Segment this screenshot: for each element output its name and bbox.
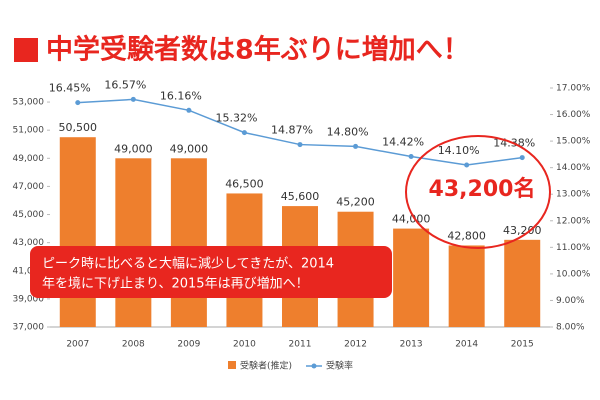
line-point bbox=[297, 142, 303, 148]
callout-text: ピーク時に比べると大幅に減少してきたが、2014 bbox=[42, 256, 334, 272]
bar-value-label: 42,800 bbox=[447, 229, 486, 242]
x-tick-label: 2010 bbox=[233, 340, 256, 350]
bar-value-label: 45,200 bbox=[336, 196, 375, 209]
line-value-label: 14.42% bbox=[382, 136, 424, 149]
line-value-label: 16.57% bbox=[104, 78, 146, 91]
line-value-label: 14.87% bbox=[271, 124, 313, 137]
line-point bbox=[408, 154, 414, 160]
y-tick-label: 53,000 bbox=[13, 98, 45, 108]
title-marker bbox=[14, 38, 38, 62]
y-tick-label: 45,000 bbox=[13, 210, 45, 220]
legend-swatch bbox=[311, 363, 317, 369]
y2-tick-label: 9.00% bbox=[556, 296, 585, 306]
line-point bbox=[130, 96, 136, 102]
x-tick-label: 2011 bbox=[289, 340, 312, 350]
line-point bbox=[75, 100, 81, 106]
y2-tick-label: 12.00% bbox=[556, 216, 591, 226]
line-value-label: 15.32% bbox=[215, 112, 257, 125]
line-value-label: 14.10% bbox=[438, 144, 480, 157]
bar-value-label: 43,200 bbox=[503, 224, 542, 237]
bar-value-label: 49,000 bbox=[114, 142, 153, 155]
y-tick-label: 47,000 bbox=[13, 182, 45, 192]
bar-value-label: 45,600 bbox=[281, 190, 320, 203]
legend-swatch bbox=[228, 361, 236, 369]
bar-value-label: 46,500 bbox=[225, 177, 264, 190]
y2-tick-label: 15.00% bbox=[556, 137, 591, 147]
line-value-label: 16.45% bbox=[49, 82, 91, 95]
y-tick-label: 43,000 bbox=[13, 238, 45, 248]
line-point bbox=[241, 130, 247, 136]
x-tick-label: 2012 bbox=[344, 340, 367, 350]
legend-label: 受験者(推定) bbox=[240, 360, 292, 372]
y2-tick-label: 13.00% bbox=[556, 190, 591, 200]
line-point bbox=[186, 107, 192, 113]
highlight-text: 43,200名 bbox=[429, 176, 536, 202]
callout-box bbox=[30, 246, 392, 298]
x-tick-label: 2007 bbox=[66, 340, 89, 350]
y2-tick-label: 11.00% bbox=[556, 243, 591, 253]
line-point bbox=[464, 162, 470, 168]
bar bbox=[59, 137, 96, 327]
line-value-label: 14.80% bbox=[327, 125, 369, 138]
bar bbox=[393, 228, 430, 327]
callout-text: 年を境に下げ止まり、2015年は再び増加へ！ bbox=[42, 277, 309, 292]
y2-tick-label: 8.00% bbox=[556, 323, 585, 333]
x-tick-label: 2014 bbox=[455, 340, 478, 350]
chart-title: 中学受験者数は8年ぶりに増加へ！ bbox=[46, 34, 470, 66]
bar bbox=[115, 158, 152, 327]
x-tick-label: 2013 bbox=[400, 340, 423, 350]
x-tick-label: 2008 bbox=[122, 340, 145, 350]
y-tick-label: 41,000 bbox=[13, 266, 45, 276]
y-tick-label: 39,000 bbox=[13, 294, 45, 304]
bar bbox=[504, 239, 541, 327]
legend-label: 受験率 bbox=[326, 360, 353, 372]
y2-tick-label: 16.00% bbox=[556, 110, 591, 120]
y2-tick-label: 10.00% bbox=[556, 269, 591, 279]
y-tick-label: 49,000 bbox=[13, 154, 45, 164]
bar-value-label: 49,000 bbox=[170, 142, 209, 155]
x-tick-label: 2009 bbox=[177, 340, 200, 350]
y-tick-label: 37,000 bbox=[13, 323, 45, 333]
bar-value-label: 50,500 bbox=[59, 121, 98, 134]
highlight-circle bbox=[405, 135, 551, 249]
line-value-label: 16.16% bbox=[160, 89, 202, 102]
y2-tick-label: 14.00% bbox=[556, 163, 591, 173]
line-point bbox=[519, 155, 525, 161]
y2-tick-label: 17.00% bbox=[556, 84, 591, 94]
y-tick-label: 51,000 bbox=[13, 126, 45, 136]
line-point bbox=[353, 143, 359, 149]
x-tick-label: 2015 bbox=[511, 340, 534, 350]
bar bbox=[448, 245, 485, 327]
bar bbox=[170, 158, 207, 327]
bar-value-label: 44,000 bbox=[392, 213, 431, 226]
